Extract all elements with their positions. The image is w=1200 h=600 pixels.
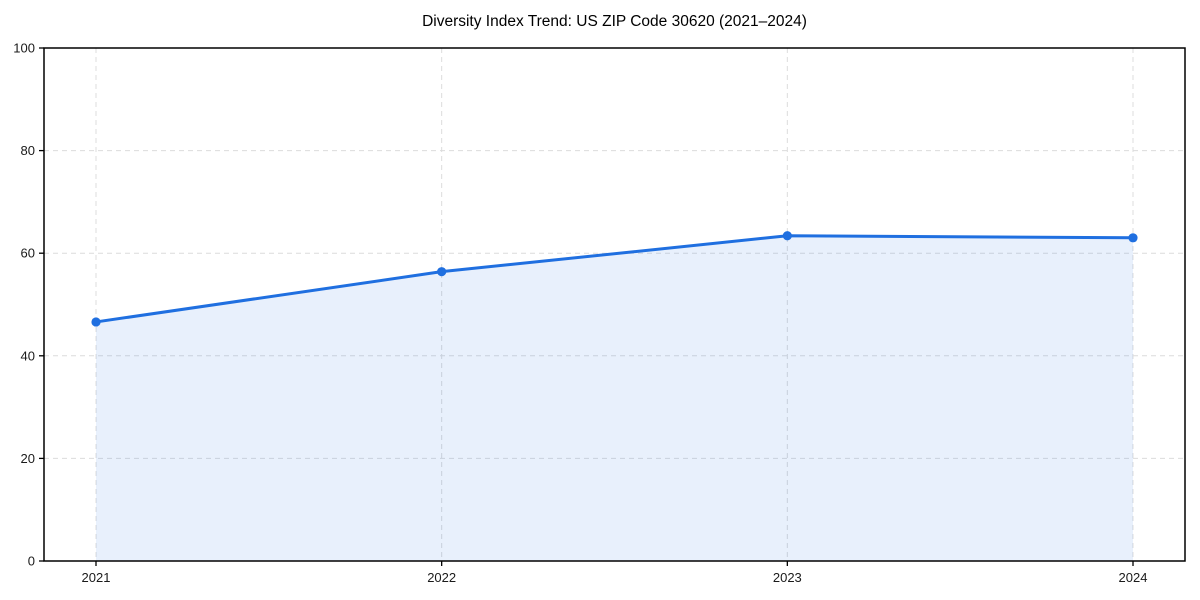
x-tick-label: 2022 — [427, 570, 456, 585]
chart-title: Diversity Index Trend: US ZIP Code 30620… — [422, 13, 807, 30]
y-tick-label: 100 — [13, 41, 35, 56]
y-tick-label: 0 — [28, 554, 35, 569]
y-tick-label: 80 — [21, 143, 35, 158]
data-point — [782, 231, 792, 241]
x-tick-label: 2021 — [82, 570, 111, 585]
plot-border — [43, 47, 1186, 562]
area-fill — [96, 235, 1133, 561]
x-tick-label: 2024 — [1119, 570, 1148, 585]
trend-line — [94, 234, 1135, 324]
data-point — [91, 317, 101, 327]
y-tick-label: 20 — [21, 451, 35, 466]
y-tick-label: 60 — [21, 246, 35, 261]
data-point — [437, 267, 447, 277]
data-point — [1128, 233, 1138, 243]
y-tick-label: 40 — [21, 348, 35, 363]
x-tick-label: 2023 — [773, 570, 802, 585]
